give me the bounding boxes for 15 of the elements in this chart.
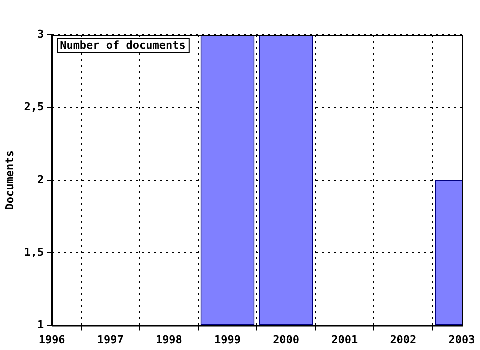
x-tick-label: 1997 <box>97 333 124 346</box>
x-tick-label: 1999 <box>214 333 242 346</box>
y-axis-title: Documents <box>3 150 16 210</box>
y-tick-label: 2 <box>37 173 44 186</box>
x-tick-label: 1998 <box>156 333 182 346</box>
x-tick-label: 2001 <box>332 333 358 346</box>
y-tick-label: 2,5 <box>24 100 44 114</box>
series-label: Number of documents <box>60 38 186 52</box>
y-tick-label: 3 <box>37 28 44 41</box>
y-tick-label: 1 <box>37 318 44 332</box>
x-tick-label: 2000 <box>273 333 300 346</box>
y-tick-label: 1,5 <box>24 246 44 259</box>
x-tick-label: 1996 <box>38 333 66 346</box>
x-tick-label: 2002 <box>390 333 417 346</box>
x-tick-label: 2003 <box>448 333 476 346</box>
